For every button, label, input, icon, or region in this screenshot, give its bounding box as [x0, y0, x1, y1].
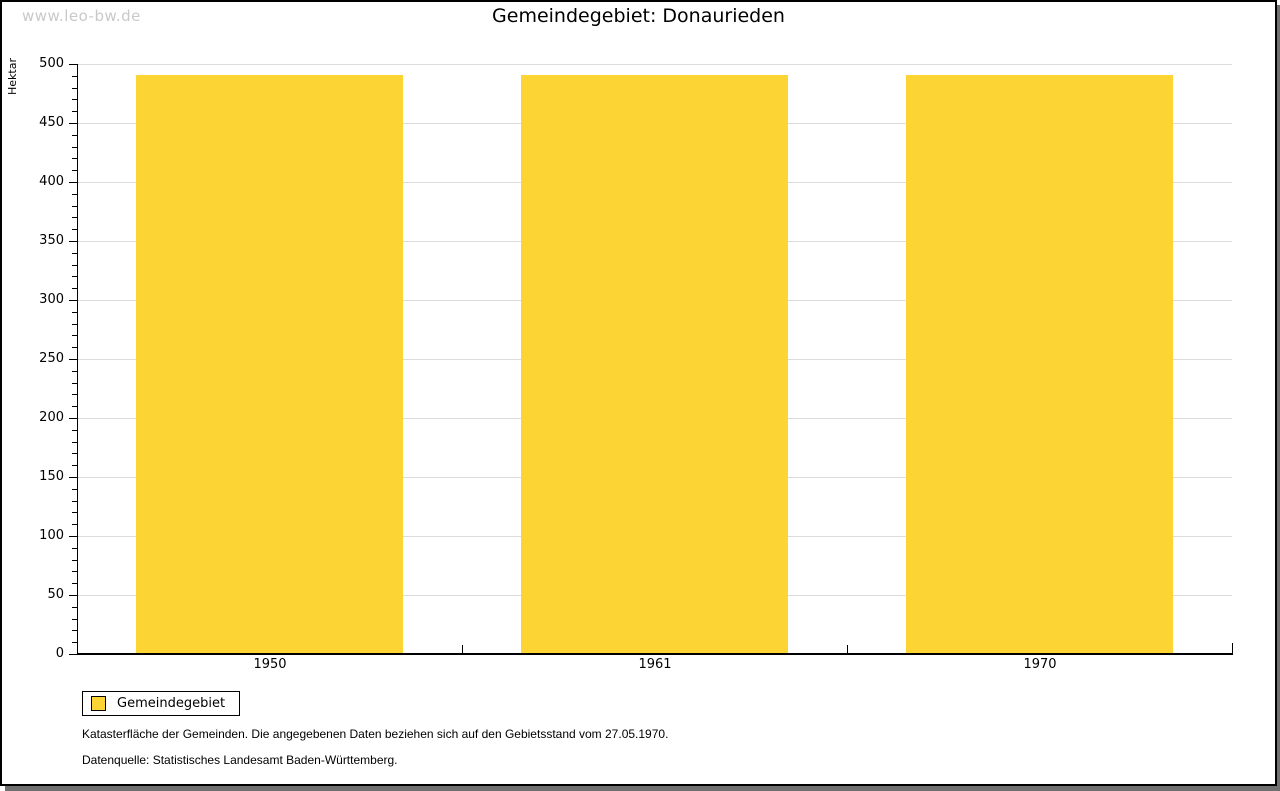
y-gridline	[77, 64, 1232, 65]
y-minor-tick	[72, 489, 77, 490]
y-minor-tick	[72, 394, 77, 395]
y-major-tick	[69, 359, 77, 360]
y-minor-tick	[72, 88, 77, 89]
y-axis-line	[77, 64, 78, 655]
y-tick-label: 50	[47, 587, 64, 602]
y-minor-tick	[72, 335, 77, 336]
footnote-source-line1: Katasterfläche der Gemeinden. Die angege…	[82, 727, 669, 741]
y-minor-tick	[72, 642, 77, 643]
x-category-tick	[847, 645, 848, 653]
y-minor-tick	[72, 430, 77, 431]
y-major-tick	[69, 418, 77, 419]
x-axis-end-tick	[1232, 643, 1233, 653]
legend: Gemeindegebiet	[82, 691, 241, 716]
y-minor-tick	[72, 170, 77, 171]
y-minor-tick	[72, 524, 77, 525]
y-tick-label: 500	[39, 56, 64, 71]
y-minor-tick	[72, 501, 77, 502]
bar-1961	[521, 75, 788, 653]
y-minor-tick	[72, 135, 77, 136]
y-major-tick	[69, 595, 77, 596]
y-minor-tick	[72, 147, 77, 148]
y-major-tick	[69, 536, 77, 537]
y-minor-tick	[72, 206, 77, 207]
chart-title: Gemeindegebiet: Donaurieden	[492, 5, 785, 27]
y-tick-label: 100	[39, 528, 64, 543]
y-minor-tick	[72, 158, 77, 159]
y-minor-tick	[72, 76, 77, 77]
y-major-tick	[69, 123, 77, 124]
y-tick-label: 200	[39, 410, 64, 425]
y-minor-tick	[72, 347, 77, 348]
y-minor-tick	[72, 253, 77, 254]
y-minor-tick	[72, 229, 77, 230]
y-minor-tick	[72, 276, 77, 277]
footnote-source-line2: Datenquelle: Statistisches Landesamt Bad…	[82, 753, 398, 767]
y-major-tick	[69, 300, 77, 301]
y-minor-tick	[72, 512, 77, 513]
y-minor-tick	[72, 607, 77, 608]
y-minor-tick	[72, 453, 77, 454]
x-category-tick	[462, 645, 463, 653]
y-tick-label: 400	[39, 174, 64, 189]
y-minor-tick	[72, 619, 77, 620]
y-major-tick	[69, 241, 77, 242]
y-minor-tick	[72, 560, 77, 561]
y-minor-tick	[72, 99, 77, 100]
y-minor-tick	[72, 265, 77, 266]
y-minor-tick	[72, 406, 77, 407]
y-major-tick	[69, 654, 77, 655]
y-minor-tick	[72, 465, 77, 466]
y-minor-tick	[72, 217, 77, 218]
y-minor-tick	[72, 324, 77, 325]
y-minor-tick	[72, 571, 77, 572]
y-tick-label: 450	[39, 115, 64, 130]
y-minor-tick	[72, 194, 77, 195]
y-tick-label: 300	[39, 292, 64, 307]
y-tick-label: 250	[39, 351, 64, 366]
y-tick-label: 150	[39, 469, 64, 484]
bar-1970	[906, 75, 1173, 653]
y-minor-tick	[72, 583, 77, 584]
legend-swatch-icon	[91, 696, 106, 711]
y-minor-tick	[72, 630, 77, 631]
y-tick-label: 0	[55, 646, 64, 661]
y-minor-tick	[72, 548, 77, 549]
y-minor-tick	[72, 111, 77, 112]
y-axis-label: Hektar	[6, 58, 19, 95]
y-minor-tick	[72, 288, 77, 289]
y-minor-tick	[72, 442, 77, 443]
x-tick-label: 1961	[638, 657, 672, 672]
x-axis-line	[77, 653, 1233, 655]
y-minor-tick	[72, 383, 77, 384]
y-major-tick	[69, 477, 77, 478]
y-minor-tick	[72, 312, 77, 313]
x-tick-label: 1950	[253, 657, 287, 672]
y-major-tick	[69, 64, 77, 65]
y-major-tick	[69, 182, 77, 183]
x-tick-label: 1970	[1023, 657, 1057, 672]
y-tick-label: 350	[39, 233, 64, 248]
legend-label: Gemeindegebiet	[117, 696, 226, 711]
bar-1950	[136, 75, 403, 653]
y-minor-tick	[72, 371, 77, 372]
watermark: www.leo-bw.de	[22, 7, 141, 25]
